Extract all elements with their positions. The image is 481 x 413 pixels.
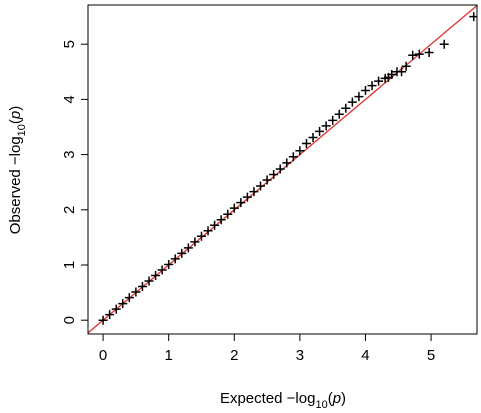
point	[196, 231, 206, 241]
y-label-paren: )	[7, 106, 24, 111]
point	[242, 192, 252, 202]
y-label-paren: (	[7, 119, 24, 124]
y-tick-label: 3	[61, 150, 78, 158]
point	[401, 61, 411, 71]
point	[98, 315, 108, 325]
point	[354, 92, 364, 102]
point	[236, 198, 246, 208]
x-axis-label: Expected −log10(p)	[220, 390, 346, 411]
point	[397, 67, 407, 77]
point	[164, 259, 174, 269]
point	[190, 237, 200, 247]
point	[124, 293, 134, 303]
point	[334, 109, 344, 119]
point	[408, 50, 418, 60]
y-label-text: Observed −log	[7, 136, 24, 234]
point	[295, 146, 305, 156]
point	[203, 226, 213, 236]
point	[414, 49, 424, 59]
point	[223, 209, 233, 219]
x-tick-label: 3	[296, 347, 304, 364]
point	[275, 164, 285, 174]
y-axis-label: Observed −log10(p)	[7, 106, 28, 235]
x-label-text: Expected −log	[220, 390, 316, 407]
point	[144, 276, 154, 286]
point	[170, 254, 180, 264]
point	[177, 248, 187, 258]
x-label-sub: 10	[315, 399, 327, 411]
point	[216, 215, 226, 225]
x-tick-label: 1	[165, 347, 173, 364]
point	[288, 152, 298, 162]
y-tick-label: 2	[61, 206, 78, 214]
point	[151, 270, 161, 280]
y-label-sub: 10	[16, 124, 28, 136]
point	[347, 97, 357, 107]
x-label-var: p	[332, 390, 341, 407]
y-tick-label: 0	[61, 316, 78, 324]
point	[321, 121, 331, 131]
y-tick-label: 1	[61, 261, 78, 269]
x-tick-label: 2	[230, 347, 238, 364]
point	[249, 187, 259, 197]
point	[328, 115, 338, 125]
point	[131, 287, 141, 297]
x-tick-label: 4	[361, 347, 369, 364]
point	[157, 265, 167, 275]
point	[360, 86, 370, 96]
point	[341, 103, 351, 113]
point	[256, 181, 266, 191]
point	[111, 304, 121, 314]
point	[229, 203, 239, 213]
y-tick-label: 5	[61, 40, 78, 48]
y-label-var: p	[7, 111, 24, 120]
point	[105, 310, 115, 320]
point	[282, 158, 292, 168]
x-tick-label: 0	[99, 347, 107, 364]
point	[137, 282, 147, 292]
point	[367, 81, 377, 91]
point	[315, 126, 325, 136]
x-label-paren: (	[328, 390, 333, 407]
point	[262, 175, 272, 185]
point	[424, 47, 434, 57]
point	[439, 39, 449, 49]
y-tick-label: 4	[61, 95, 78, 103]
point	[387, 70, 397, 80]
point	[301, 139, 311, 149]
point	[183, 243, 193, 253]
plot-frame	[87, 4, 478, 335]
x-label-paren: )	[341, 390, 346, 407]
x-tick-label: 5	[427, 347, 435, 364]
point	[118, 299, 128, 309]
point	[210, 220, 220, 230]
point	[308, 132, 318, 142]
point	[374, 76, 384, 86]
plot-area	[88, 5, 477, 334]
point	[269, 169, 279, 179]
